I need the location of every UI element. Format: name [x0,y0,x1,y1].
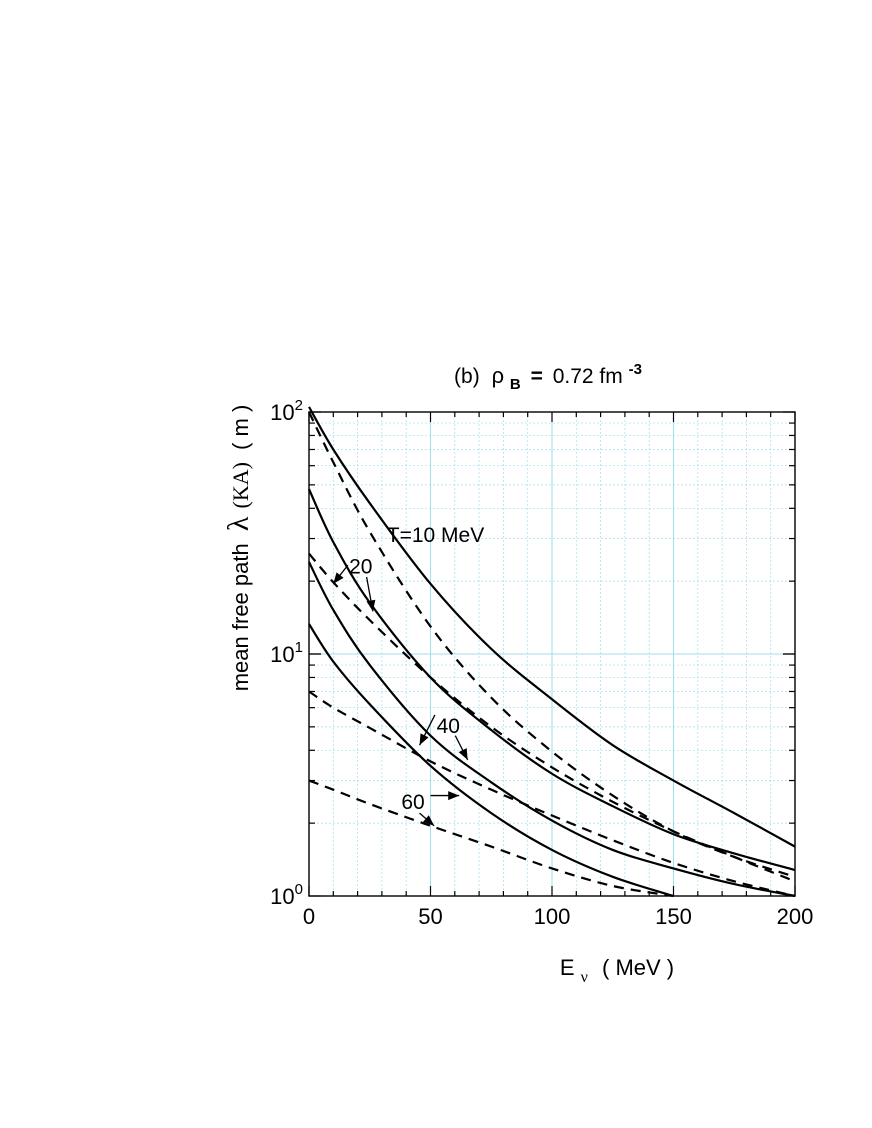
y-axis-label: mean free path λ (KA) ( m ) [222,405,255,692]
axis-ticks [308,411,796,897]
grid [309,412,795,896]
series-line-4 [308,552,796,883]
x-tick-label: 100 [534,904,571,929]
series-line-3 [308,488,796,872]
series-line-6 [308,690,796,898]
chart-title: (b) ρ B = 0.72 fm -3 [454,361,642,394]
series-line-2 [308,411,796,878]
annotations: T=10 MeV 20 40 60 [349,524,484,814]
annotation-arrow-head [366,599,376,612]
annotation-arrow-head [448,791,460,801]
annotation-arrow-head [419,733,429,746]
annotation-label: T=10 MeV [387,524,484,547]
y-tick-label: 100 [270,881,303,909]
tick-labels: 0 50 100 150 200 100 101 102 [270,397,813,929]
series-line-7 [308,623,674,898]
annotation-arrows [332,564,469,827]
x-tick-label: 200 [777,904,814,929]
annotation-arrow-head [422,815,435,826]
series-line-5 [308,561,796,898]
x-tick-label: 150 [655,904,692,929]
series-line-8 [308,779,674,898]
y-tick-label: 101 [270,639,303,667]
series-line-1 [308,406,796,848]
annotation-label: 40 [437,715,460,738]
x-tick-label: 50 [418,904,442,929]
annotation-label: 60 [401,791,424,814]
x-tick-label: 0 [303,904,315,929]
series-layer [308,406,796,898]
annotation-arrow-head [333,572,344,584]
y-tick-label: 102 [270,397,303,425]
x-axis-label: E ν ( MeV ) [560,955,674,987]
annotation-label: 20 [349,555,372,578]
annotation-arrow-head [458,748,468,760]
